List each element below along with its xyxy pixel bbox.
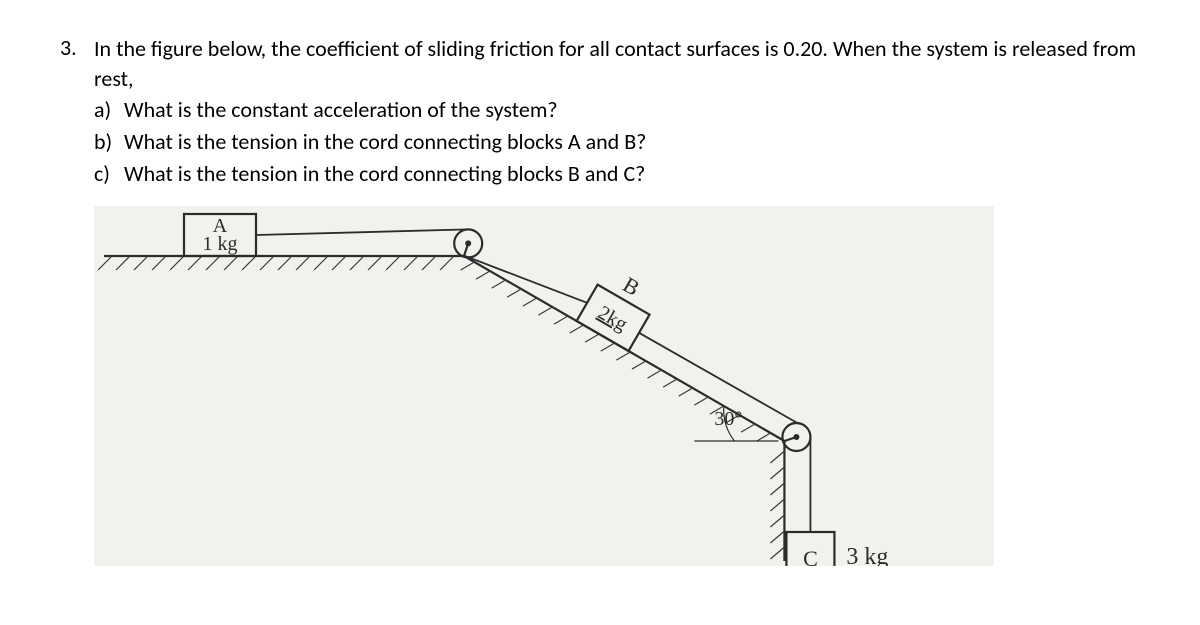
figure: 30°A1 kgB2kgC3 kg	[94, 206, 1140, 571]
problem-number: 3.	[60, 34, 94, 61]
part-label: b)	[94, 127, 124, 157]
svg-text:3 kg: 3 kg	[846, 544, 888, 566]
part-label: a)	[94, 95, 124, 125]
problem-parts: a) What is the constant acceleration of …	[94, 95, 1140, 188]
part-a: a) What is the constant acceleration of …	[94, 95, 1140, 125]
page: 3. In the figure below, the coefficient …	[0, 0, 1200, 571]
svg-text:30°: 30°	[714, 408, 742, 430]
part-text: What is the constant acceleration of the…	[124, 95, 558, 125]
problem: 3. In the figure below, the coefficient …	[60, 34, 1140, 188]
part-b: b) What is the tension in the cord conne…	[94, 127, 1140, 157]
part-label: c)	[94, 159, 124, 189]
problem-stem: In the figure below, the coefficient of …	[94, 34, 1140, 93]
svg-text:C: C	[803, 546, 818, 566]
part-text: What is the tension in the cord connecti…	[124, 127, 646, 157]
part-c: c) What is the tension in the cord conne…	[94, 159, 1140, 189]
problem-body: In the figure below, the coefficient of …	[94, 34, 1140, 188]
svg-text:1 kg: 1 kg	[203, 233, 238, 255]
part-text: What is the tension in the cord connecti…	[124, 159, 645, 189]
physics-diagram: 30°A1 kgB2kgC3 kg	[94, 206, 994, 566]
